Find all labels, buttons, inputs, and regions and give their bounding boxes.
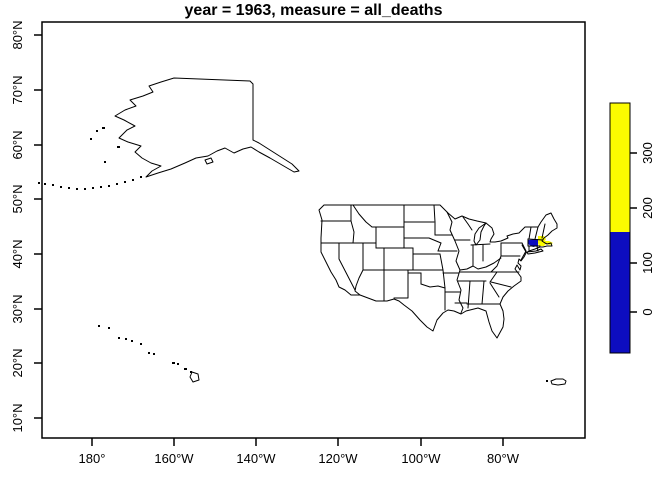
massachusetts-filled-regions: [528, 236, 553, 247]
legend-low-segment: [610, 232, 630, 353]
x-tick-label-180: 180°: [78, 451, 106, 466]
x-axis-tick-marks: [91, 438, 504, 446]
legend-border: [609, 102, 631, 354]
x-tick-label-80w: 80°W: [487, 451, 519, 466]
legend-high-segment: [610, 103, 630, 232]
puerto-rico: [546, 378, 567, 386]
kodiak-island-outline: [204, 157, 214, 165]
x-tick-label-120w: 120°W: [318, 451, 358, 466]
state-borders: [320, 204, 546, 314]
hawaii: [98, 325, 200, 383]
plot-title: year = 1963, measure = all_deaths: [184, 2, 443, 19]
massachusetts-east-yellow-region: [538, 236, 553, 246]
alaska-outline: [114, 77, 300, 178]
aleutian-islands-dots: [38, 127, 142, 190]
puerto-rico-small-island-dot: [546, 380, 548, 382]
mainland-us-outline: [318, 204, 558, 339]
puerto-rico-outline: [550, 378, 567, 386]
x-tick-label-100w: 100°W: [401, 451, 441, 466]
alaska: [38, 77, 300, 190]
hawaii-big-island-outline: [189, 371, 200, 383]
x-tick-label-140w: 140°W: [236, 451, 276, 466]
x-tick-label-160w: 160°W: [154, 451, 194, 466]
legend-colorbar: [609, 102, 637, 354]
legend-tick-marks: [630, 152, 637, 313]
long-island-outline: [526, 248, 544, 255]
hawaii-islands-dots: [98, 325, 192, 373]
y-axis-tick-marks: [34, 34, 42, 419]
plot-border: [41, 21, 586, 439]
massachusetts-west-blue-region: [528, 239, 538, 247]
